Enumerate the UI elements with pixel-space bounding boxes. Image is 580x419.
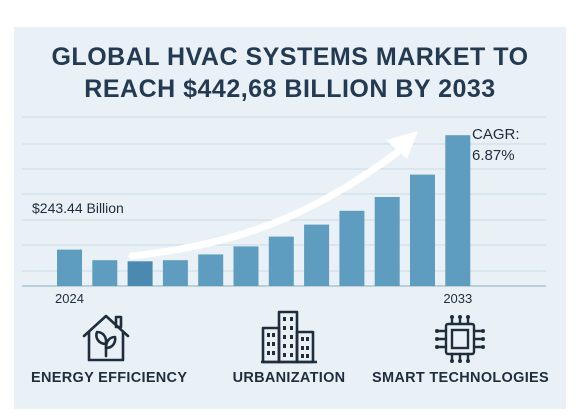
start-value-annotation: $243.44 Billion [32,200,124,216]
buildings-icon [261,310,317,364]
bar-6 [233,246,259,286]
bar-3 [127,261,153,286]
chip-icon [435,315,485,363]
feature-label-urbanization: URBANIZATION [232,370,346,386]
feature-urbanization: URBANIZATION [214,308,364,386]
bar-1 [57,249,82,286]
x-tick-label-2033: 2033 [443,291,472,306]
infographic-panel: GLOBAL HVAC SYSTEMS MARKET TO REACH $442… [14,27,566,409]
feature-energy-efficiency: ENERGY EFFICIENCY [31,312,188,386]
market-chart: $243.44 Billion CAGR: 6.87% 2024 2033 [22,116,546,306]
cagr-label: CAGR: [472,126,520,143]
bar-10 [374,197,400,286]
page-title-line-2: REACH $442,68 BILLION BY 2033 [84,75,496,103]
house-leaf-icon [82,314,130,362]
bar-series [57,135,471,286]
feature-label-energy-efficiency: ENERGY EFFICIENCY [31,370,188,386]
bar-7 [268,236,294,286]
trend-arrowhead [386,131,418,159]
bar-11 [410,174,435,286]
trend-arrow [128,131,418,260]
bar-5 [198,254,224,286]
bar-12 [445,135,471,286]
bar-4 [162,260,188,286]
feature-smart-technologies: SMART TECHNOLOGIES [372,314,549,386]
bar-2 [92,260,118,286]
x-tick-labels: 2024 2033 [55,291,472,306]
bar-9 [339,210,365,286]
x-tick-label-2024: 2024 [55,291,84,306]
cagr-value: 6.87% [472,147,515,164]
page-title-line-1: GLOBAL HVAC SYSTEMS MARKET TO [51,43,529,71]
trend-arrow-shaft [128,143,408,260]
bar-8 [304,224,330,286]
feature-label-smart-technologies: SMART TECHNOLOGIES [372,370,549,386]
